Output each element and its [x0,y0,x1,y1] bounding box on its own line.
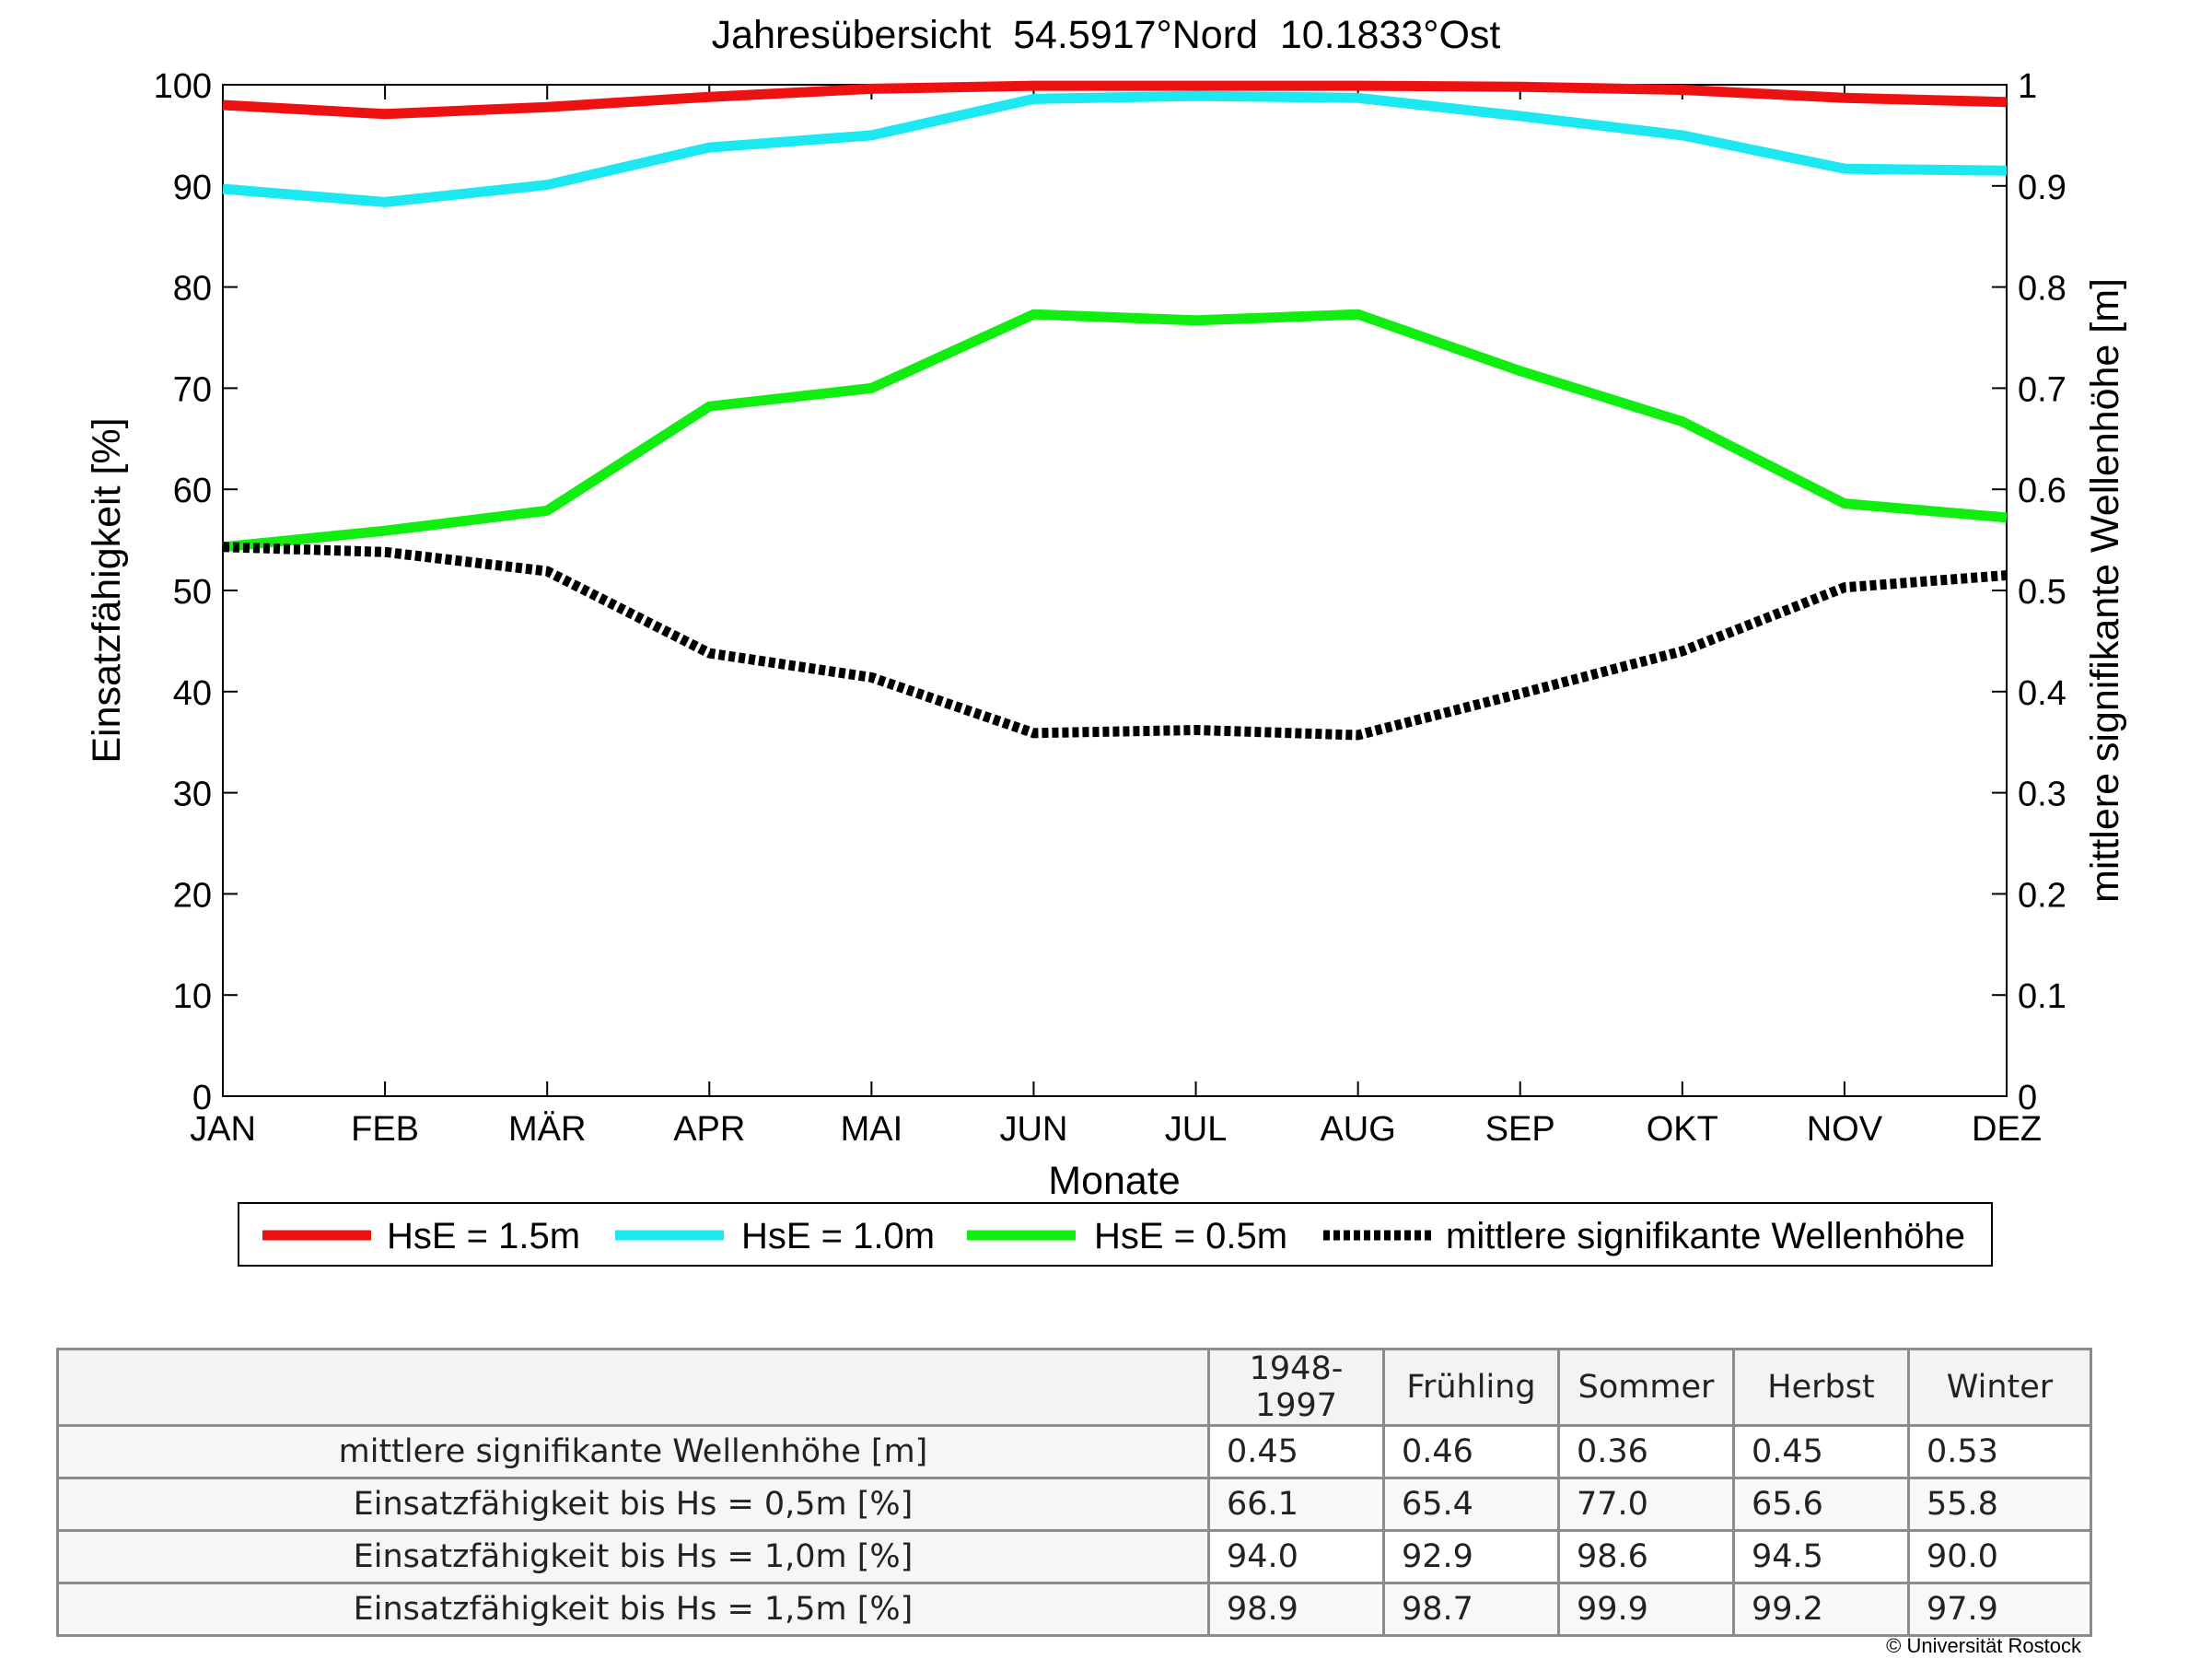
table-cell: 65.6 [1732,1477,1910,1532]
y-axis-label-right: mittlere signifikante Wellenhöhe [m] [2083,278,2127,903]
legend-box [238,1202,1993,1267]
table-cell: 97.9 [1907,1582,2092,1637]
chart-title: Jahresübersicht 54.5917°Nord 10.1833°Ost [712,13,1501,57]
table-cell: 77.0 [1557,1477,1735,1532]
y-tick-label-right: 0.4 [2018,674,2066,713]
series-line-1 [222,90,2008,207]
x-tick-label: MÄR [508,1110,586,1149]
table-cell: 94.5 [1732,1529,1910,1584]
legend-label-2: HsE = 0.5m [1094,1216,1287,1256]
y-tick-label-right: 0.1 [2018,977,2066,1016]
x-tick-label: NOV [1807,1110,1883,1149]
table-cell: 92.9 [1382,1529,1560,1584]
x-tick-label: JUL [1165,1110,1228,1149]
table-cell: 55.8 [1907,1477,2092,1532]
y-tick-label-right: 0.9 [2018,169,2066,207]
table-header-cell: Winter [1907,1348,2092,1427]
table-row: Einsatzfähigkeit bis Hs = 0,5m [%] 66.1 … [56,1477,2092,1532]
table-header-cell: Sommer [1557,1348,1735,1427]
table-header-cell: Herbst [1732,1348,1910,1427]
table-cell: 66.1 [1207,1477,1385,1532]
x-tick-label: JUN [1000,1110,1068,1149]
table-cell: 94.0 [1207,1529,1385,1584]
legend-label-1: HsE = 1.0m [741,1216,935,1256]
table-row: Einsatzfähigkeit bis Hs = 1,5m [%] 98.9 … [56,1582,2092,1637]
y-tick-label-left: 50 [173,573,212,612]
table-row-label: Einsatzfähigkeit bis Hs = 0,5m [%] [56,1477,1210,1532]
stats-table: 1948-1997 Frühling Sommer Herbst Winter … [56,1348,2092,1637]
table-cell: 0.36 [1557,1424,1735,1479]
table-corner-cell [56,1348,1210,1427]
table-cell: 98.6 [1557,1529,1735,1584]
table-header-cell: 1948-1997 [1207,1348,1385,1427]
table-cell: 90.0 [1907,1529,2092,1584]
y-tick-label-right: 0.2 [2018,876,2066,915]
x-tick-label: JAN [190,1110,256,1149]
y-tick-label-left: 0 [192,1079,212,1117]
y-tick-label-right: 0.8 [2018,270,2066,309]
table-cell: 99.9 [1557,1582,1735,1637]
y-tick-label-left: 80 [173,270,212,309]
series-line-3 [222,542,2008,741]
y-tick-label-right: 0.5 [2018,573,2066,612]
y-tick-label-right: 0.3 [2018,776,2066,814]
table-cell: 98.7 [1382,1582,1560,1637]
legend: HsE = 1.5m HsE = 1.0m HsE = 0.5m mittlere s… [262,1216,1965,1256]
table-cell: 0.45 [1732,1424,1910,1479]
table-row-label: mittlere signifikante Wellenhöhe [m] [56,1424,1210,1479]
table-cell: 0.46 [1382,1424,1560,1479]
x-tick-label: MAI [841,1110,903,1149]
plot-area [222,84,2008,1097]
y-tick-label-left: 30 [173,776,212,814]
table-row-label: Einsatzfähigkeit bis Hs = 1,5m [%] [56,1582,1210,1637]
y-tick-label-right: 1 [2018,67,2037,106]
y-tick-label-left: 90 [173,169,212,207]
x-tick-label: AUG [1320,1110,1395,1149]
table-cell: 98.9 [1207,1582,1385,1637]
x-tick-label: DEZ [1972,1110,2042,1149]
x-tick-label: APR [673,1110,745,1149]
y-tick-label-right: 0.7 [2018,370,2066,409]
y-tick-label-left: 70 [173,370,212,409]
y-tick-label-left: 100 [154,67,212,106]
x-axis-label: Monate [1048,1159,1180,1203]
table-header-cell: Frühling [1382,1348,1560,1427]
table-cell: 0.53 [1907,1424,2092,1479]
table-row: Einsatzfähigkeit bis Hs = 1,0m [%] 94.0 … [56,1529,2092,1584]
table-cell: 99.2 [1732,1582,1910,1637]
y-tick-label-left: 60 [173,472,212,510]
table-row-label: Einsatzfähigkeit bis Hs = 1,0m [%] [56,1529,1210,1584]
table-row: mittlere signifikante Wellenhöhe [m] 0.4… [56,1424,2092,1479]
table-header-row: 1948-1997 Frühling Sommer Herbst Winter [56,1348,2092,1427]
legend-label-3: mittlere signifikante Wellenhöhe [1446,1216,1965,1256]
table-cell: 0.45 [1207,1424,1385,1479]
x-tick-label: FEB [351,1110,419,1149]
y-axis-label-left: Einsatzfähigkeit [%] [85,417,129,763]
x-tick-label: SEP [1485,1110,1555,1149]
y-tick-label-left: 10 [173,977,212,1016]
y-tick-label-left: 40 [173,674,212,713]
y-tick-label-right: 0 [2018,1079,2037,1117]
table-cell: 65.4 [1382,1477,1560,1532]
series-line-2 [222,309,2008,553]
legend-label-0: HsE = 1.5m [387,1216,580,1256]
x-tick-label: OKT [1647,1110,1718,1149]
y-tick-label-right: 0.6 [2018,472,2066,510]
series-line-0 [222,80,2008,120]
copyright-notice: © Universität Rostock [1886,1634,2081,1657]
y-tick-label-left: 20 [173,876,212,915]
